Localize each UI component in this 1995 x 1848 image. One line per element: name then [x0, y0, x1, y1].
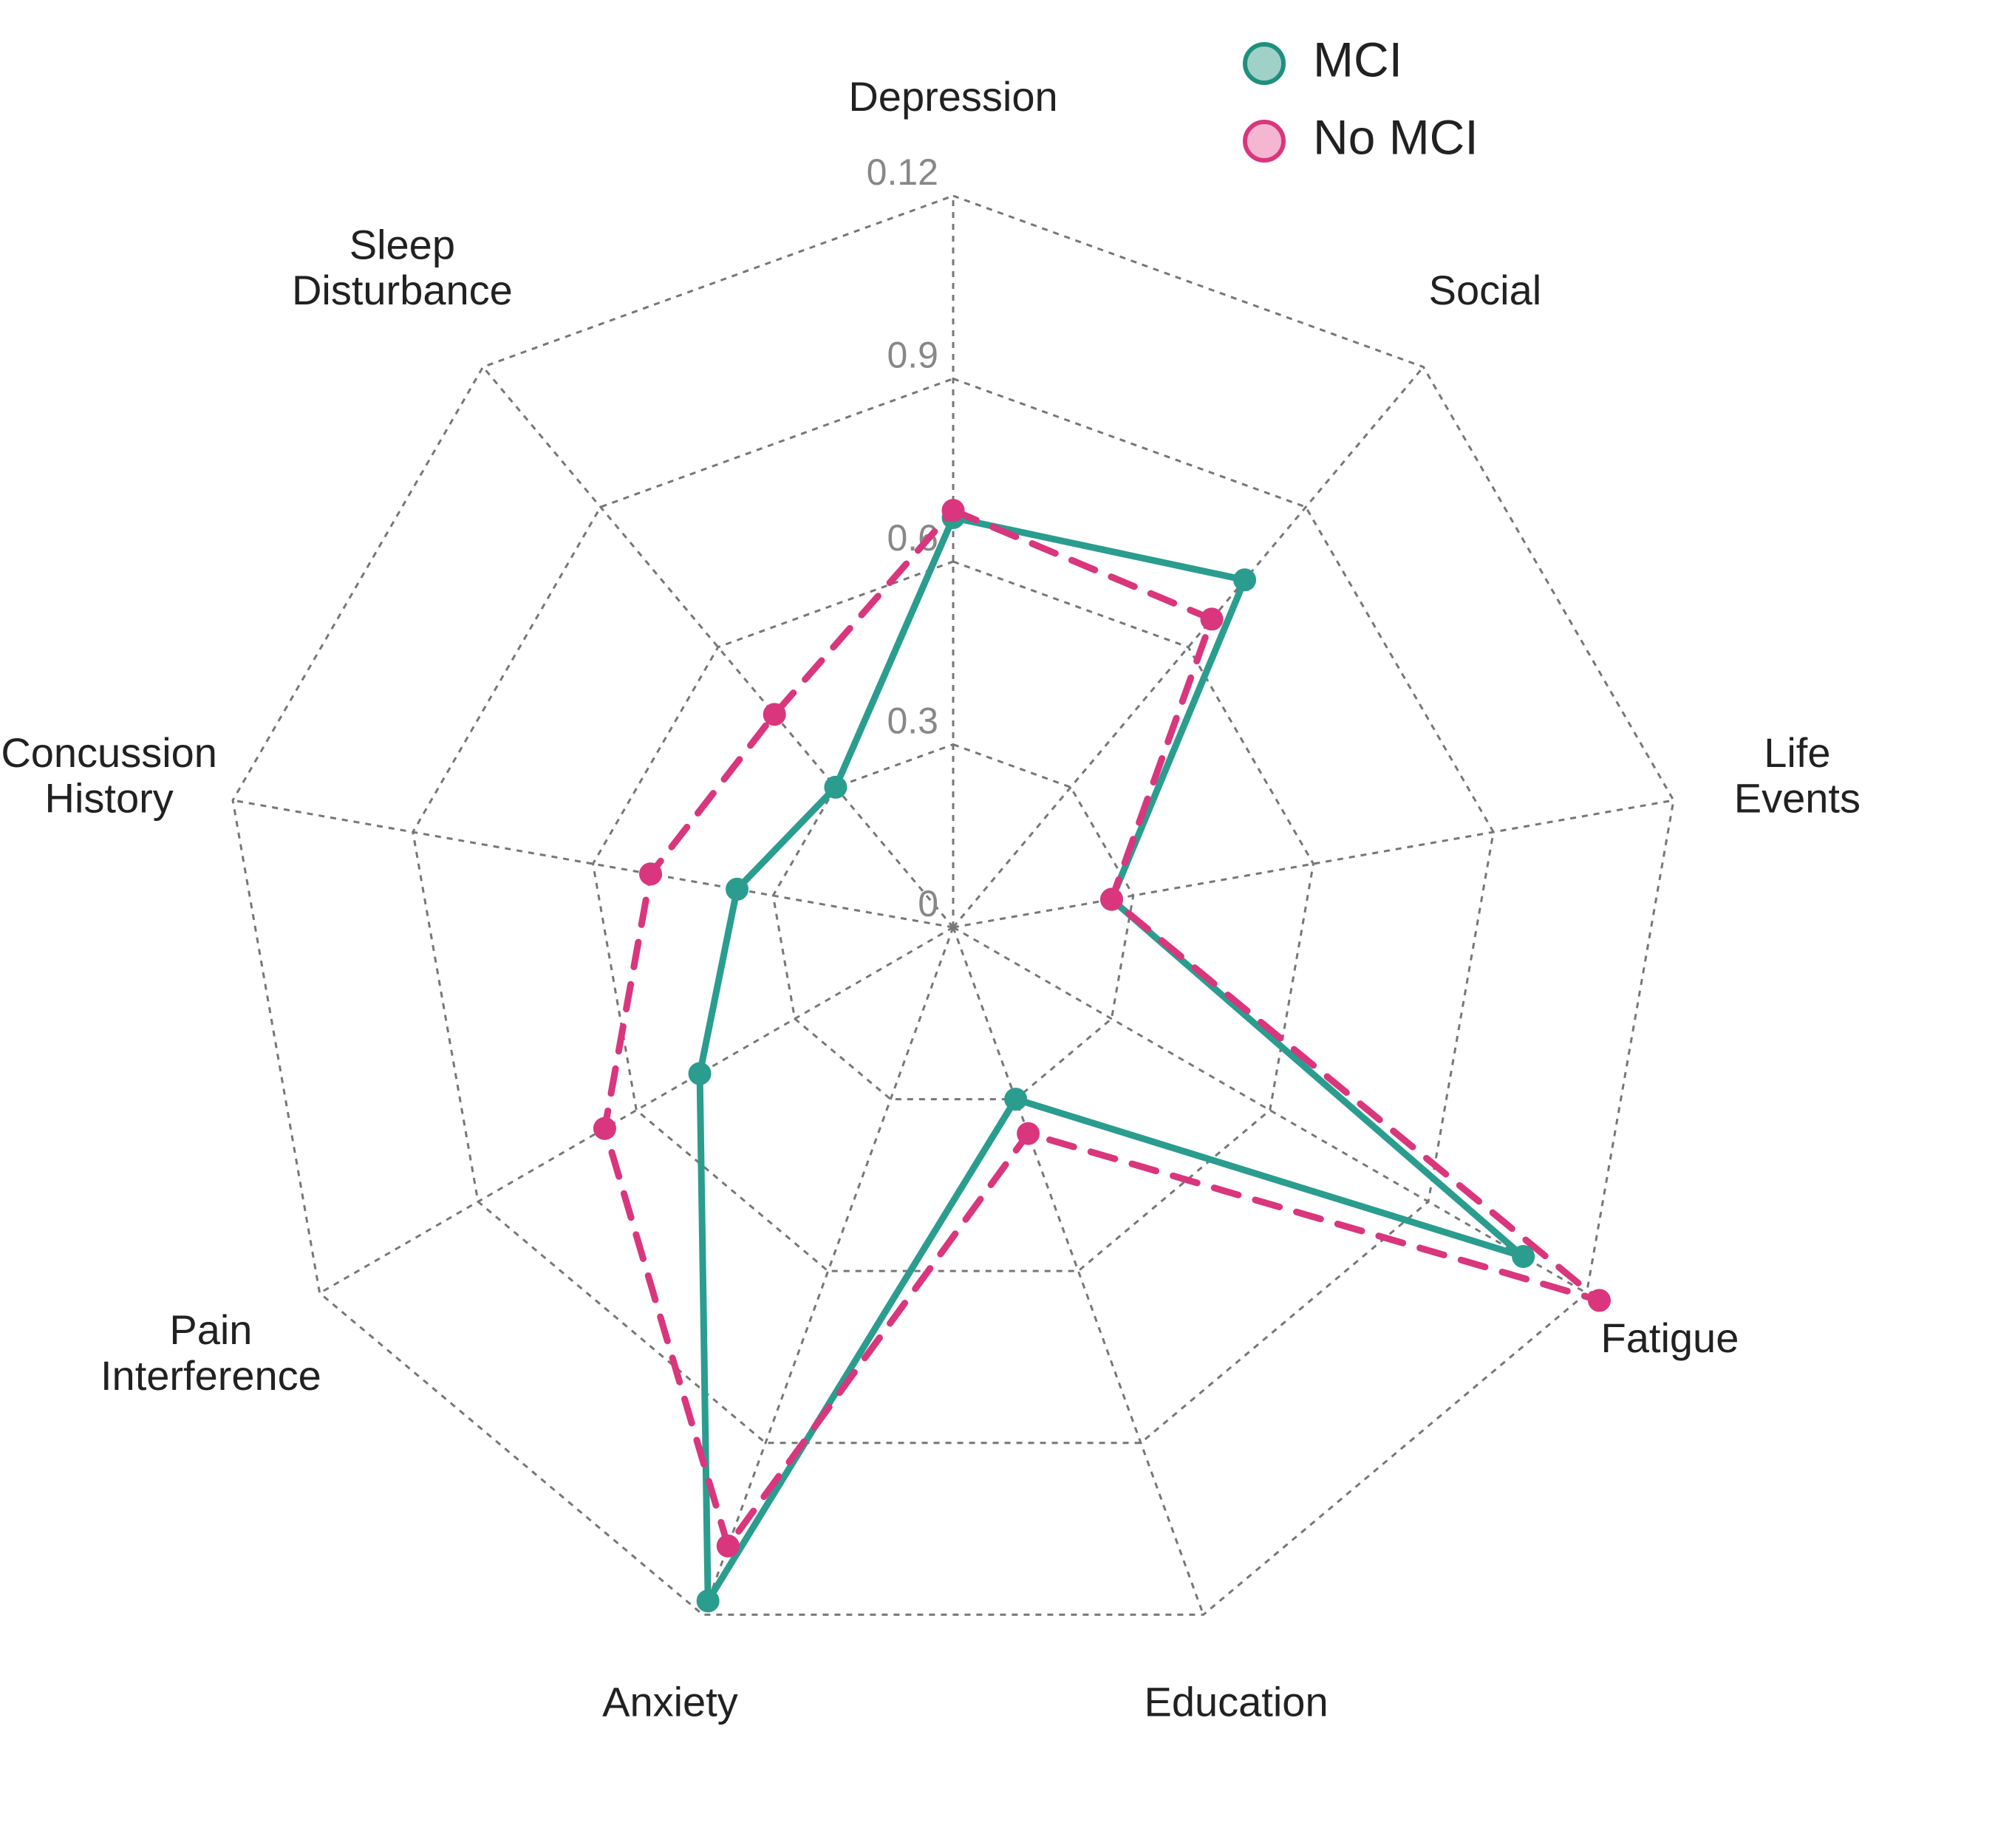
legend-label-mci: MCI — [1313, 32, 1402, 86]
radial-tick-label-3: 0.3 — [887, 700, 938, 742]
axis-label-0: Depression — [848, 73, 1057, 120]
axis-label-3: Fatigue — [1601, 1315, 1739, 1361]
series-marker-mci-6 — [689, 1063, 710, 1084]
axis-label-1: Social — [1429, 267, 1542, 313]
radar-chart: 0.120.90.60.30DepressionSocialLifeEvents… — [0, 0, 1995, 1848]
series-marker-no-mci-4 — [1018, 1123, 1039, 1144]
series-marker-mci-7 — [727, 879, 748, 899]
legend-label-no-mci: No MCI — [1313, 109, 1479, 164]
legend-marker-mci — [1245, 44, 1283, 83]
series-marker-mci-3 — [1513, 1247, 1534, 1267]
radial-tick-label-1: 0.9 — [887, 335, 938, 376]
series-marker-mci-5 — [698, 1591, 718, 1612]
series-marker-no-mci-1 — [1201, 609, 1222, 630]
radar-chart-container: 0.120.90.60.30DepressionSocialLifeEvents… — [0, 0, 1995, 1848]
series-marker-mci-1 — [1235, 570, 1255, 590]
series-marker-no-mci-8 — [764, 704, 785, 725]
series-marker-no-mci-5 — [717, 1535, 738, 1556]
series-marker-no-mci-2 — [1101, 889, 1122, 910]
series-marker-mci-4 — [1006, 1089, 1026, 1110]
axis-label-5: Anxiety — [602, 1678, 738, 1725]
radial-tick-label-0: 0.12 — [867, 151, 938, 193]
series-marker-no-mci-3 — [1589, 1290, 1610, 1311]
series-marker-no-mci-7 — [641, 864, 661, 884]
series-marker-no-mci-6 — [594, 1118, 615, 1139]
series-marker-no-mci-0 — [943, 500, 964, 521]
axis-label-4: Education — [1145, 1678, 1329, 1725]
legend-marker-no-mci — [1245, 122, 1283, 160]
radial-tick-label-4: 0 — [918, 883, 938, 924]
series-marker-mci-8 — [825, 777, 846, 797]
